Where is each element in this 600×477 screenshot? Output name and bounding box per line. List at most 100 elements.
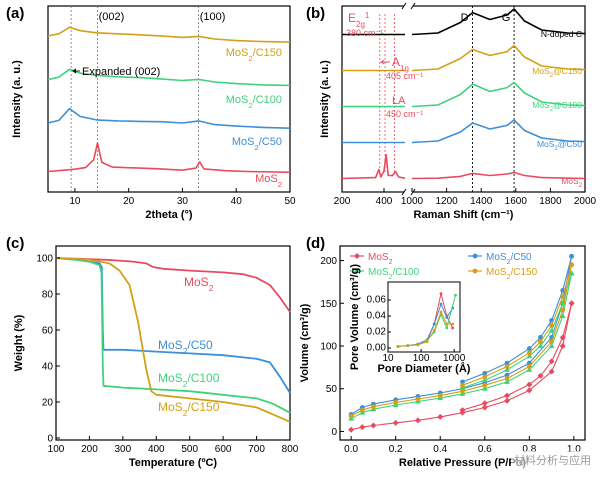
panel-c-xtick-label: 200 <box>81 444 98 455</box>
panel-d-marker <box>504 372 510 378</box>
panel-a-ref-label: (100) <box>200 11 226 23</box>
panel-d-marker <box>526 381 533 388</box>
panel-d-inset-marker <box>396 345 400 348</box>
panel-d-inset-marker <box>451 322 455 326</box>
panel-c-ytick-label: 40 <box>42 362 54 373</box>
panel-b-mode-la: LA <box>392 95 406 107</box>
panel-d-ytick-label: 0 <box>331 427 337 438</box>
panel-b-right-xtick-label: 1200 <box>435 196 458 207</box>
panel-a-annotation: Expanded (002) <box>82 66 160 78</box>
panel-d-inset-marker <box>439 292 443 295</box>
panel-d-marker <box>559 343 566 349</box>
panel-b-series-label: MoS2@C150 <box>532 66 582 79</box>
panel-d-marker <box>482 374 488 380</box>
panel-d-label: (d) <box>306 235 325 252</box>
panel-d-marker <box>504 376 510 381</box>
panel-b-break-mark <box>401 2 407 10</box>
panel-d-marker <box>526 346 532 351</box>
panel-d-des-line <box>462 303 573 411</box>
panel-b-series-line-right <box>411 8 586 36</box>
panel-d-marker <box>504 378 511 384</box>
panel-a-series-line <box>47 26 291 43</box>
panel-a-arrowhead <box>72 68 76 74</box>
panel-d-inset-ylabel: Pore Volume (cm³/g) <box>349 264 361 370</box>
panel-c-xtick-label: 300 <box>115 444 132 455</box>
panel-d-marker <box>504 366 511 372</box>
panel-d-legend-label: MoS2 <box>368 252 393 266</box>
panel-d-marker <box>481 400 488 407</box>
panel-d-xtick-label: 0.0 <box>344 444 358 455</box>
panel-c-series-label: MoS2/C100 <box>158 371 220 389</box>
panel-d-ytick-label: 50 <box>326 384 338 395</box>
panel-b-mode-a1g-wave: 405 cm⁻¹ <box>386 71 423 81</box>
panel-d-marker <box>393 400 399 405</box>
panel-b-ref-label: D <box>461 12 469 24</box>
panel-b-ref-label: G <box>502 12 511 24</box>
panel-d-marker <box>560 307 566 313</box>
panel-a-xtick-label: 30 <box>177 196 189 207</box>
panel-d-marker <box>472 253 478 259</box>
panel-d-marker <box>348 413 354 419</box>
panel-d-inset-marker <box>451 326 455 330</box>
panel-b-mode-e2g: E2g1 <box>348 11 370 29</box>
panel-d-inset-marker <box>416 343 420 347</box>
panel-c-series-line <box>55 257 291 423</box>
panel-b-a1g-arrow <box>379 59 390 65</box>
panel-a-label: (a) <box>6 5 24 22</box>
panel-d-marker <box>537 343 544 348</box>
panel-a-series-line <box>47 142 291 174</box>
panel-b-break-mark <box>410 2 416 10</box>
panel-a-xtick-label: 50 <box>284 196 296 207</box>
panel-d-marker <box>549 323 554 328</box>
panel-d-marker <box>415 396 421 402</box>
panel-b-right-xtick-label: 1800 <box>539 196 562 207</box>
panel-d-inset-ytick-label: 0.06 <box>367 295 387 306</box>
panel-d-marker <box>504 392 511 399</box>
panel-d-axes <box>339 245 586 441</box>
panel-b-axes <box>341 5 586 193</box>
panel-c-series-line <box>55 257 291 313</box>
panel-d-marker <box>392 419 399 426</box>
panel-d-inset-marker <box>445 322 449 326</box>
panel-d-ylabel: Volume (cm³/g) <box>299 303 311 382</box>
panel-c-label: (c) <box>6 235 24 252</box>
panel-d-inset-xtick-label: 100 <box>413 353 430 364</box>
panel-d-xtick-label: 0.8 <box>522 444 536 455</box>
panel-d-inset-marker <box>439 310 443 314</box>
panel-d-ytick-label: 150 <box>320 299 337 310</box>
panel-d-xtick-label: 0.6 <box>478 444 492 455</box>
panel-c-ytick-label: 0 <box>47 434 53 445</box>
panel-b-series-line-right <box>411 171 586 180</box>
panel-a-series-line <box>47 68 291 87</box>
watermark: 材料分析与应用 <box>511 451 594 469</box>
panel-d-marker <box>504 364 510 369</box>
panel-d-marker <box>348 426 355 433</box>
panel-d-marker <box>359 407 365 413</box>
panel-d-marker <box>482 382 488 388</box>
panel-d-marker <box>481 377 488 383</box>
panel-b-left-xtick-label: 200 <box>334 196 351 207</box>
panel-d-marker <box>460 382 465 388</box>
panel-d-marker <box>504 397 511 404</box>
panel-d-marker <box>414 417 421 424</box>
panel-d-marker <box>559 313 566 319</box>
panel-a-series-label: MoS2/C100 <box>226 94 282 110</box>
panel-a-ylabel: Intensity (a. u.) <box>11 60 23 138</box>
panel-a-xtick-label: 40 <box>231 196 243 207</box>
panel-b-right-xtick-label: 2000 <box>574 196 597 207</box>
panel-d-inset-marker <box>439 302 443 306</box>
panel-c-ytick-label: 100 <box>36 254 53 265</box>
panel-b-series-label: MoS2@C50 <box>537 139 582 152</box>
panel-d-marker <box>481 385 488 391</box>
panel-b-mode-la-wave: 450 cm⁻¹ <box>386 109 423 119</box>
panel-d-marker <box>371 404 376 410</box>
panel-d-xtick-label: 0.4 <box>433 444 447 455</box>
panel-c-xlabel: Temperature (ºC) <box>129 457 217 469</box>
panel-d-ytick-label: 100 <box>320 342 337 353</box>
panel-d-inset-marker <box>406 344 410 347</box>
panel-d-inset-marker <box>432 322 436 326</box>
panel-d-inset-marker <box>445 316 449 319</box>
panel-d-inset-marker <box>432 329 436 332</box>
panel-d-marker <box>526 387 533 394</box>
panel-d-inset-xlabel: Pore Diameter (Å) <box>378 362 471 375</box>
